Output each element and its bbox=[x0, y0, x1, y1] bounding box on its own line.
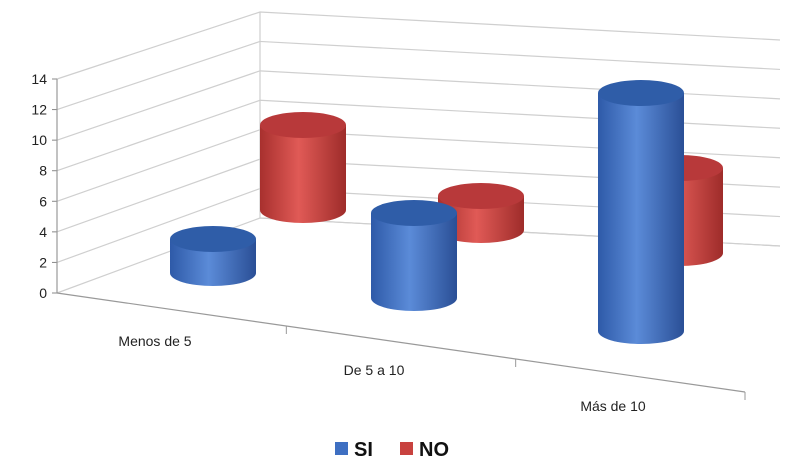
y-tick-label: 14 bbox=[31, 71, 47, 87]
bar-si-2 bbox=[598, 80, 684, 344]
legend-swatch bbox=[400, 442, 413, 455]
bar-no-1-body bbox=[438, 196, 524, 243]
x-category-label: Menos de 5 bbox=[118, 333, 191, 349]
y-tick-labels: 0 2 4 6 8 10 12 14 bbox=[31, 71, 47, 301]
bar-no-1 bbox=[438, 183, 524, 243]
y-tick-label: 2 bbox=[39, 254, 47, 270]
bar-si-1-top bbox=[371, 200, 457, 226]
bar-si-2-top bbox=[598, 80, 684, 106]
y-tick-label: 8 bbox=[39, 163, 47, 179]
x-category-label: Más de 10 bbox=[580, 398, 646, 414]
y-tick-label: 4 bbox=[39, 224, 47, 240]
bar-no-1-top bbox=[438, 183, 524, 209]
y-tick-label: 6 bbox=[39, 193, 47, 209]
bar-no-0 bbox=[260, 112, 346, 223]
axes bbox=[52, 78, 746, 400]
bar-si-2-body bbox=[598, 93, 684, 344]
bar-si-1 bbox=[371, 200, 457, 311]
bar-si-1-body bbox=[371, 213, 457, 311]
y-tick-label: 10 bbox=[31, 132, 47, 148]
x-axis-line bbox=[56, 292, 746, 393]
bars bbox=[170, 80, 723, 344]
bar-si-0-body bbox=[170, 239, 256, 286]
bar-si-0-top bbox=[170, 226, 256, 252]
bar-si-0 bbox=[170, 226, 256, 286]
category-labels: Menos de 5 De 5 a 10 Más de 10 bbox=[118, 333, 645, 414]
bar-no-0-top bbox=[260, 112, 346, 138]
y-tick-label: 0 bbox=[39, 285, 47, 301]
legend: SI NO bbox=[335, 439, 449, 461]
x-category-label: De 5 a 10 bbox=[344, 362, 405, 378]
y-tick-label: 12 bbox=[31, 102, 47, 118]
legend-label: NO bbox=[419, 439, 449, 461]
legend-swatch bbox=[335, 442, 348, 455]
bar-no-0-body bbox=[260, 125, 346, 223]
legend-label: SI bbox=[354, 439, 373, 461]
gridline bbox=[56, 11, 781, 80]
